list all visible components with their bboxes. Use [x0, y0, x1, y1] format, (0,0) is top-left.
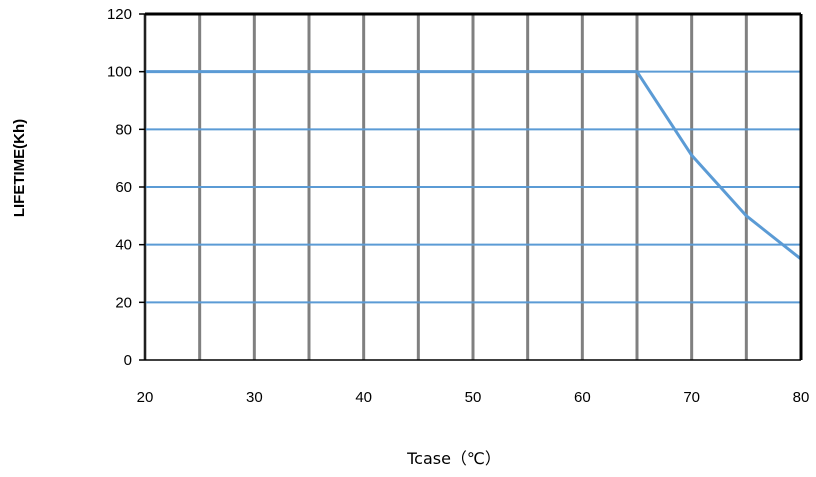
- x-tick-label: 70: [683, 389, 700, 406]
- series-layer: [145, 70, 802, 261]
- y-tick-label: 100: [107, 64, 132, 81]
- y-tick-label: 80: [115, 121, 132, 138]
- y-axis-label: LIFETIME(Kh): [11, 119, 28, 217]
- y-tick-labels: 0 20 40 60 80 100 120: [107, 6, 132, 369]
- x-tick-labels: 20 30 40 50 60 70 80: [137, 389, 810, 406]
- x-tick-label: 20: [137, 389, 154, 406]
- x-tick-label: 40: [355, 389, 372, 406]
- y-tick-label: 40: [115, 237, 132, 254]
- x-tick-label: 60: [574, 389, 591, 406]
- y-tick-label: 0: [124, 352, 132, 369]
- x-tick-label: 80: [793, 389, 810, 406]
- x-axis-label: Tcase（℃）: [406, 449, 501, 468]
- y-tick-label: 60: [115, 179, 132, 196]
- x-tick-label: 30: [246, 389, 263, 406]
- series-line: [145, 70, 802, 261]
- x-tick-label: 50: [465, 389, 482, 406]
- y-tick-label: 20: [115, 294, 132, 311]
- y-tick-label: 120: [107, 6, 132, 23]
- plot-frame: [139, 12, 803, 361]
